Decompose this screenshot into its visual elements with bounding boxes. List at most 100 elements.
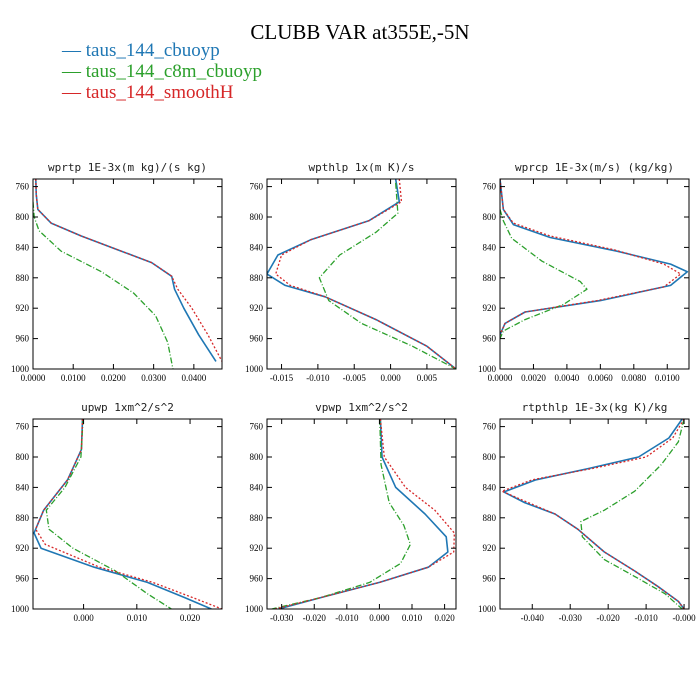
series-line-taus_144_smoothH: [35, 419, 222, 609]
y-tick-label: 840: [16, 482, 30, 492]
plot-frame: [32, 418, 223, 610]
y-tick-label: 920: [250, 543, 264, 553]
x-tick-label: 0.000: [369, 613, 390, 623]
x-tick-label: -0.000: [672, 613, 696, 623]
series-line-taus_144_c8m_cbuoyp: [318, 182, 456, 369]
y-tick-label: 920: [16, 303, 30, 313]
y-tick-label: 880: [483, 513, 497, 523]
figure-title: CLUBB VAR at355E,-5N: [250, 20, 470, 44]
y-tick-label: 880: [483, 273, 497, 283]
x-tick-label: 0.005: [417, 373, 438, 383]
x-tick-label: -0.040: [521, 613, 545, 623]
y-tick-label: 760: [483, 182, 497, 192]
panel-vpwp: vpwp 1xm^2/s^2 760 800 840 880 920 960 1000 -0.0…: [245, 401, 457, 623]
y-tick-label: 920: [483, 303, 497, 313]
x-tick-label: 0.000: [73, 613, 94, 623]
panel-title: rtpthlp 1E-3x(kg K)/kg: [522, 401, 668, 414]
y-tick-label: 880: [250, 513, 264, 523]
series-line-taus_144_c8m_cbuoyp: [45, 419, 172, 609]
series-line-taus_144_smoothH: [274, 419, 456, 609]
y-tick-label: 960: [483, 334, 497, 344]
panel-title: wpthlp 1x(m K)/s: [309, 161, 415, 174]
y-tick-label: 840: [250, 482, 264, 492]
y-tick-label: 960: [483, 574, 497, 584]
y-tick-label: 760: [16, 422, 30, 432]
y-tick-label: 800: [250, 212, 264, 222]
series-line-taus_144_smoothH: [501, 419, 685, 609]
y-tick-label: 840: [250, 242, 264, 252]
series-line-taus_144_c8m_cbuoyp: [271, 419, 412, 609]
y-tick-label: 760: [250, 182, 264, 192]
panel-title: wprtp 1E-3x(m kg)/(s kg): [48, 161, 207, 174]
panel-title: vpwp 1xm^2/s^2: [315, 401, 408, 414]
y-tick-label: 760: [16, 182, 30, 192]
y-tick-label: 1000: [11, 604, 30, 614]
y-tick-label: 760: [483, 422, 497, 432]
panel-rtpthlp: rtpthlp 1E-3x(kg K)/kg 760 800 840 880 920 960…: [478, 401, 696, 623]
x-tick-label: 0.000: [380, 373, 401, 383]
y-tick-label: 1000: [478, 604, 497, 614]
series-line-taus_144_cbuoyp: [33, 419, 212, 609]
series-line-taus_144_c8m_cbuoyp: [580, 419, 685, 609]
y-tick-label: 960: [250, 334, 264, 344]
plot-frame: [266, 178, 457, 370]
y-tick-label: 960: [16, 334, 30, 344]
y-tick-label: 1000: [11, 364, 30, 374]
x-tick-label: 0.0100: [61, 373, 86, 383]
series-line-taus_144_cbuoyp: [278, 419, 449, 609]
x-tick-label: 0.0200: [101, 373, 126, 383]
legend-entry-c8m-cbuoyp: — taus_144_c8m_cbuoyp: [62, 61, 263, 82]
x-tick-label: 0.0000: [488, 373, 513, 383]
y-tick-label: 840: [483, 242, 497, 252]
y-tick-label: 960: [250, 574, 264, 584]
x-tick-label: -0.005: [343, 373, 367, 383]
legend-label: taus_144_c8m_cbuoyp: [85, 61, 263, 82]
y-tick-label: 920: [483, 543, 497, 553]
panel-wprtp: wprtp 1E-3x(m kg)/(s kg) 760 800 840 880 920 9…: [11, 161, 223, 383]
x-tick-label: -0.030: [559, 613, 583, 623]
panel-title: wprcp 1E-3x(m/s) (kg/kg): [515, 161, 674, 174]
series-line-taus_144_cbuoyp: [35, 179, 217, 362]
plot-frame: [32, 178, 223, 370]
y-tick-label: 960: [16, 574, 30, 584]
x-tick-label: 0.0060: [588, 373, 613, 383]
series-line-taus_144_cbuoyp: [267, 179, 456, 369]
y-tick-label: 1000: [245, 364, 264, 374]
y-tick-label: 1000: [245, 604, 264, 614]
x-tick-label: 0.020: [434, 613, 455, 623]
series-line-taus_144_smoothH: [275, 179, 456, 369]
x-tick-label: -0.010: [335, 613, 359, 623]
panel-upwp: upwp 1xm^2/s^2 760 800 840 880 920 960 1000 0.00…: [11, 401, 223, 623]
y-tick-label: 1000: [478, 364, 497, 374]
x-tick-label: 0.020: [180, 613, 201, 623]
x-tick-label: 0.010: [402, 613, 423, 623]
panel-wpthlp: wpthlp 1x(m K)/s 760 800 840 880 920 960 1000 -0…: [245, 161, 457, 383]
y-tick-label: 800: [16, 452, 30, 462]
y-tick-label: 880: [16, 273, 30, 283]
legend-label: taus_144_cbuoyp: [85, 40, 220, 61]
x-tick-label: 0.0040: [555, 373, 580, 383]
x-tick-label: 0.010: [127, 613, 148, 623]
legend: — taus_144_cbuoyp — taus_144_c8m_cbuoyp …: [62, 40, 262, 103]
x-tick-label: -0.015: [270, 373, 294, 383]
y-tick-label: 840: [483, 482, 497, 492]
plot-frame: [499, 418, 690, 610]
x-tick-label: 0.0100: [655, 373, 680, 383]
panel-title: upwp 1xm^2/s^2: [81, 401, 174, 414]
x-tick-label: 0.0300: [141, 373, 166, 383]
plot-frame: [266, 418, 457, 610]
x-tick-label: 0.0000: [21, 373, 46, 383]
x-tick-label: 0.0080: [621, 373, 646, 383]
y-tick-label: 800: [483, 212, 497, 222]
y-tick-label: 760: [250, 422, 264, 432]
series-line-taus_144_cbuoyp: [502, 419, 685, 609]
legend-entry-cbuoyp: — taus_144_cbuoyp: [62, 40, 220, 61]
y-tick-label: 920: [250, 303, 264, 313]
legend-label: taus_144_smoothH: [85, 82, 234, 103]
x-tick-label: 0.0020: [521, 373, 546, 383]
x-tick-label: -0.010: [634, 613, 658, 623]
series-line-taus_144_c8m_cbuoyp: [33, 201, 174, 369]
y-tick-label: 880: [250, 273, 264, 283]
y-tick-label: 920: [16, 543, 30, 553]
